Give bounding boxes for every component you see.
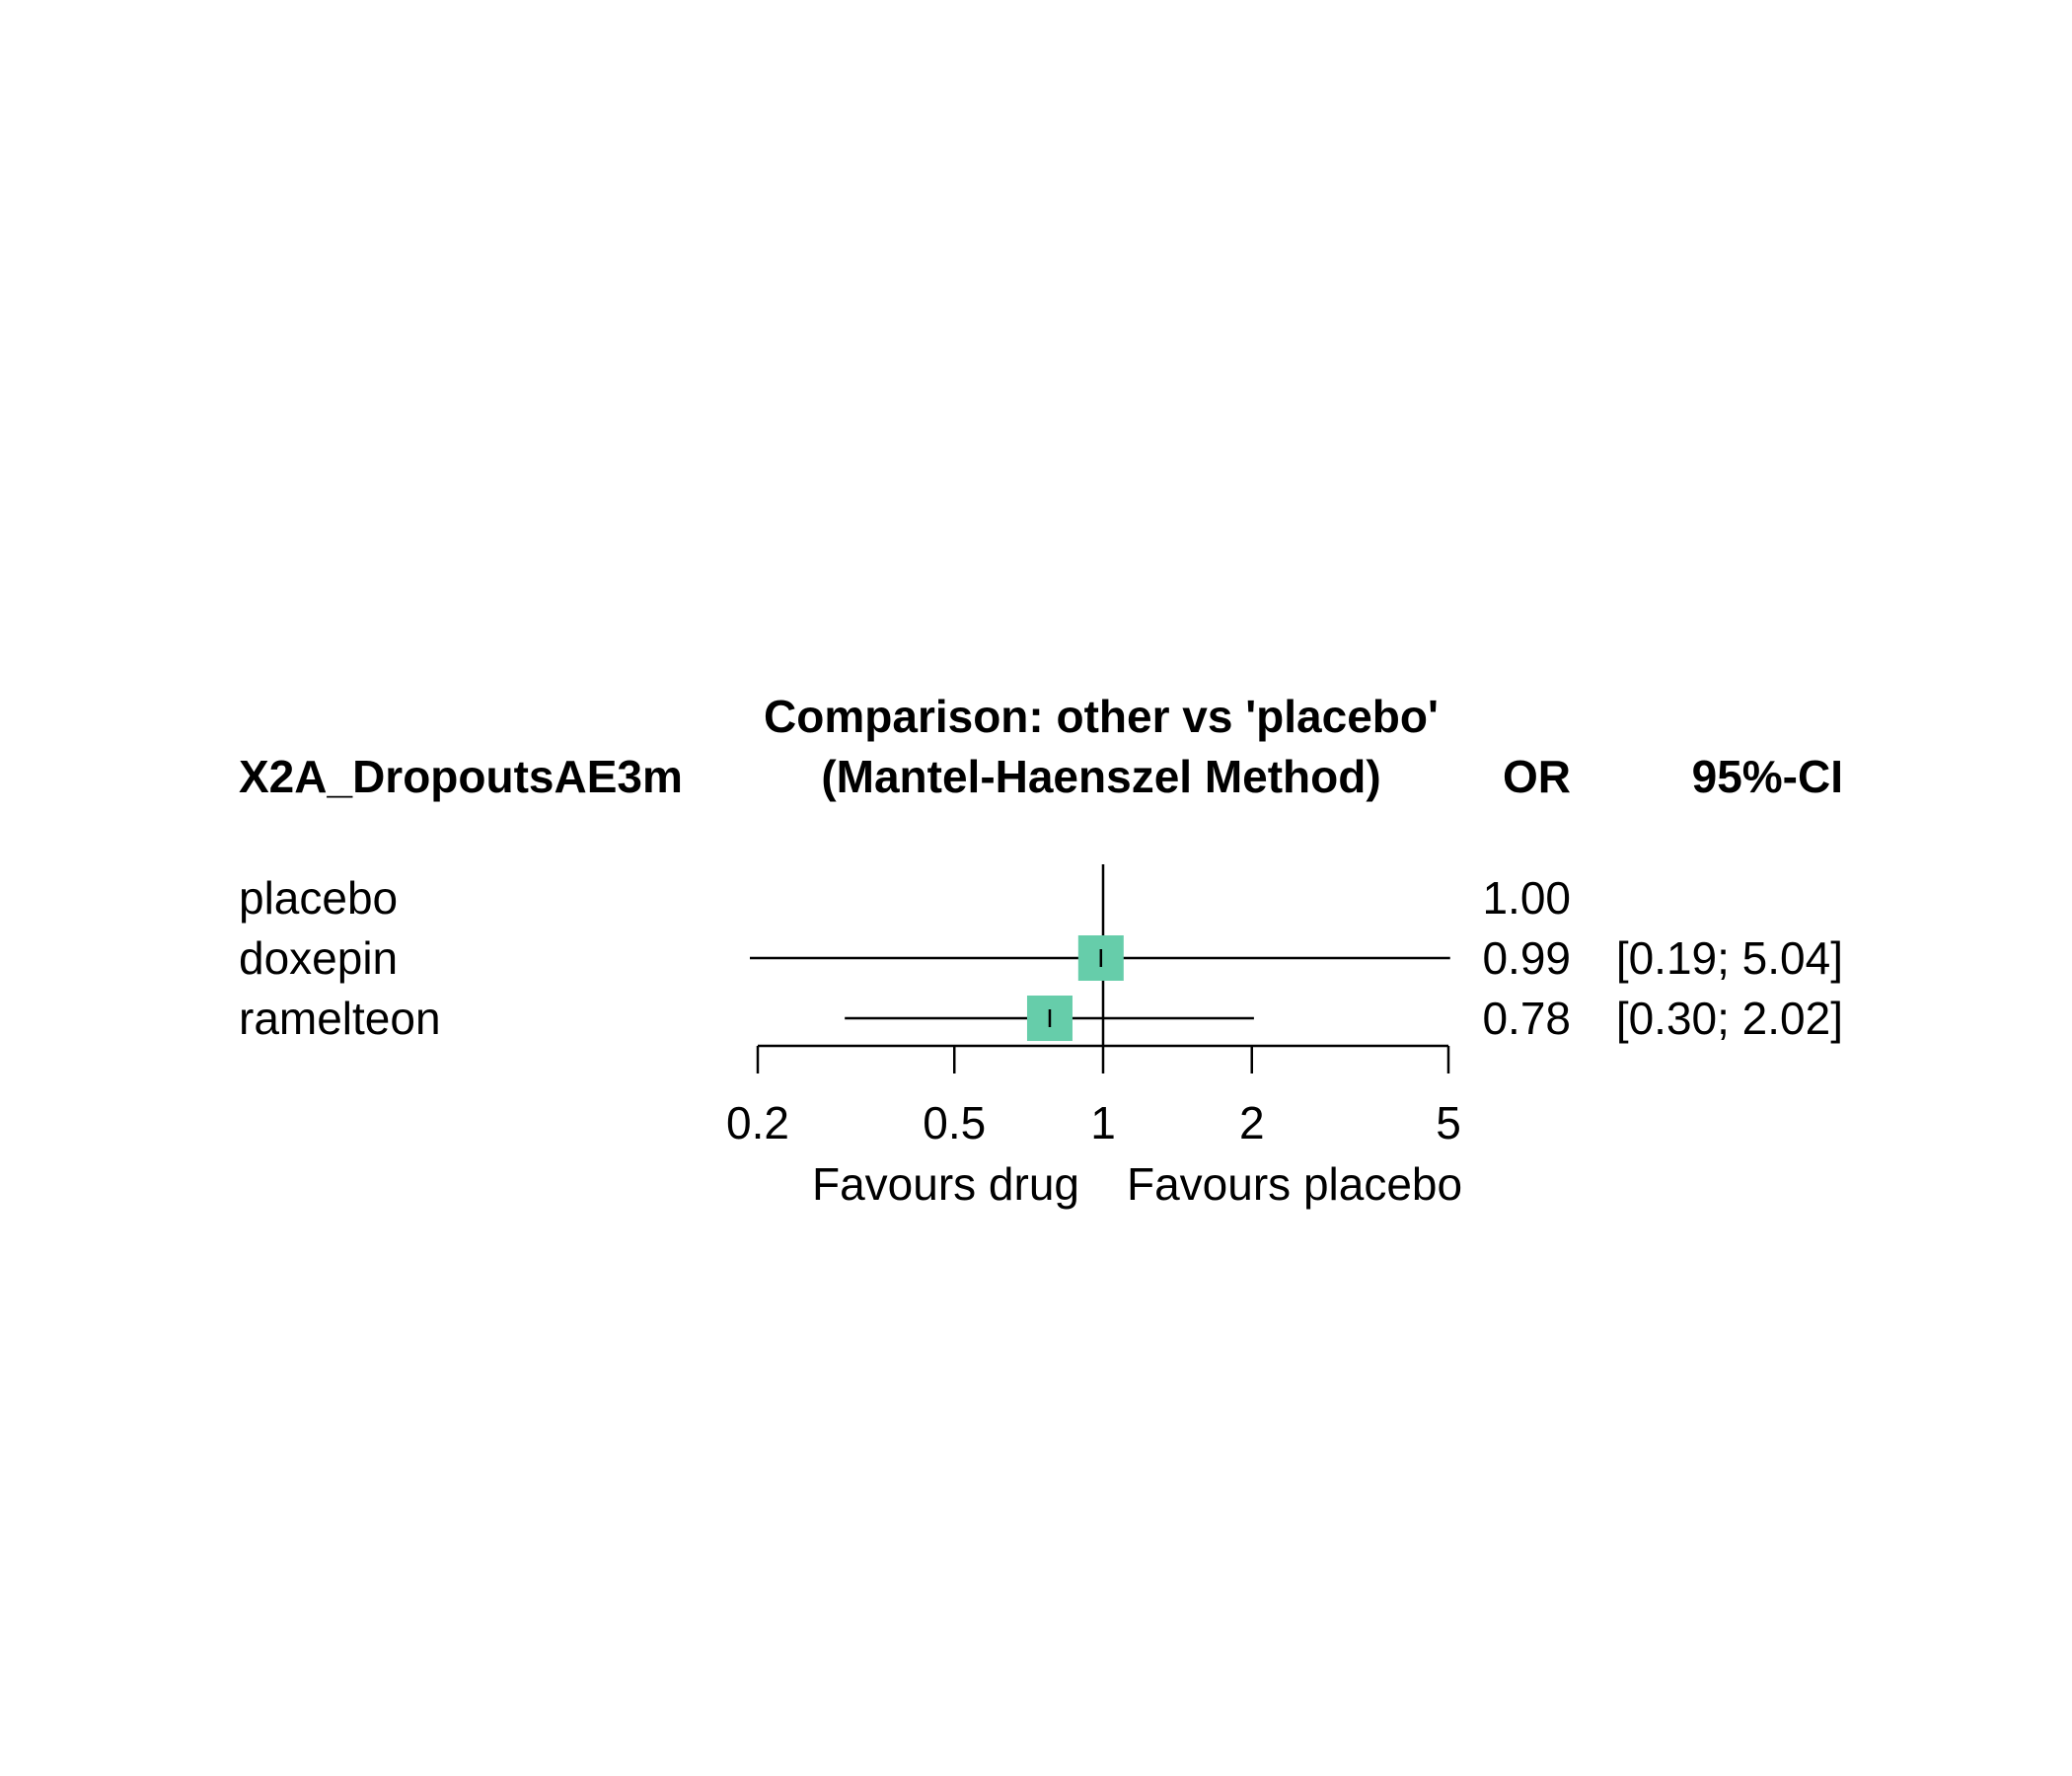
or-value: 1.00 [1482, 872, 1571, 924]
x-tick-label: 1 [1090, 1097, 1116, 1148]
favours-left-label: Favours drug [812, 1158, 1079, 1210]
row-label: placebo [239, 872, 398, 924]
study-rows: placebo 1.00 doxepin 0.99 [0.19; 5.04] ramelt… [239, 864, 1843, 1046]
x-tick-label: 5 [1436, 1097, 1461, 1148]
x-tick-label: 2 [1239, 1097, 1265, 1148]
study-row: placebo 1.00 [239, 872, 1571, 924]
ci-value: [0.30; 2.02] [1616, 993, 1843, 1044]
row-label: doxepin [239, 932, 398, 984]
plot-subtitle: (Mantel-Haenszel Method) [821, 751, 1380, 802]
plot-header: Comparison: other vs 'placebo' X2A_Dropo… [239, 691, 1843, 802]
study-row: doxepin 0.99 [0.19; 5.04] [239, 932, 1843, 984]
ci-column-header: 95%-CI [1692, 751, 1843, 802]
or-value: 0.99 [1482, 932, 1571, 984]
outcome-label: X2A_DropoutsAE3m [239, 751, 683, 802]
x-tick-label: 0.5 [923, 1097, 986, 1148]
ci-value: [0.19; 5.04] [1616, 932, 1843, 984]
or-column-header: OR [1503, 751, 1571, 802]
x-axis: 0.2 0.5 1 2 5 Favours drug Favours placebo [726, 1044, 1462, 1210]
row-label: ramelteon [239, 993, 441, 1044]
or-value: 0.78 [1482, 993, 1571, 1044]
plot-title: Comparison: other vs 'placebo' [764, 691, 1439, 742]
study-row: ramelteon 0.78 [0.30; 2.02] [239, 993, 1843, 1044]
x-tick-label: 0.2 [726, 1097, 789, 1148]
favours-right-label: Favours placebo [1127, 1158, 1462, 1210]
